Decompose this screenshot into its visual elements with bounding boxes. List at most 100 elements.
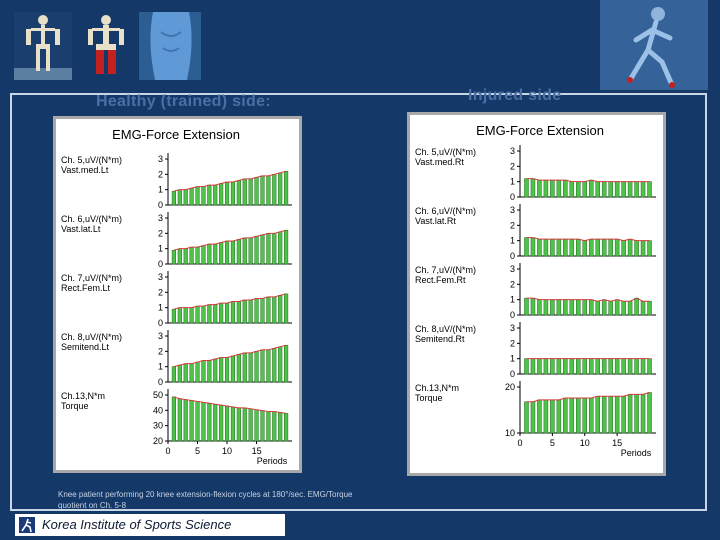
healthy-bar	[260, 349, 265, 383]
healthy-y-tick-label: 3	[158, 331, 163, 341]
healthy-bar	[207, 360, 212, 383]
healthy-bar	[195, 305, 200, 324]
healthy-bar	[224, 405, 230, 442]
injured-bar	[634, 394, 639, 434]
injured-x-axis-label: Periods	[621, 448, 652, 458]
injured-bar	[563, 299, 568, 316]
healthy-bar	[242, 178, 247, 206]
healthy-y-tick-label: 0	[158, 200, 163, 210]
injured-x-tick-label: 15	[612, 438, 622, 448]
healthy-x-tick-label: 10	[222, 446, 232, 456]
injured-bar	[634, 358, 639, 375]
healthy-bar	[219, 357, 224, 383]
injured-bar	[588, 299, 594, 316]
healthy-bar	[183, 307, 188, 324]
healthy-row-label-muscle: Vast.med.Lt	[61, 165, 109, 175]
injured-x-tick-label: 5	[550, 438, 555, 448]
healthy-bar	[254, 351, 259, 383]
healthy-bar	[224, 357, 230, 383]
injured-bar	[608, 238, 613, 257]
healthy-y-tick-label: 1	[158, 362, 163, 372]
injured-bar	[634, 297, 639, 316]
injured-bar	[524, 401, 529, 434]
injured-bar	[634, 240, 639, 257]
runner-icon	[600, 0, 708, 90]
injured-bar	[627, 181, 633, 198]
injured-bar	[588, 397, 594, 434]
injured-bar	[537, 238, 542, 257]
injured-y-tick-label: 3	[510, 146, 515, 156]
healthy-bar	[260, 175, 265, 206]
injured-bar	[621, 300, 626, 316]
injured-bar	[563, 238, 568, 257]
injured-row-label-channel: Ch. 6,uV/(N*m)	[415, 206, 476, 216]
healthy-y-tick-label: 1	[158, 244, 163, 254]
injured-bar	[524, 178, 529, 198]
healthy-row-label-channel: Ch. 7,uV/(N*m)	[61, 273, 122, 283]
emg-force-chart-healthy: EMG-Force Extension Ch. 5,uV/(N*m)Vast.me…	[61, 127, 292, 466]
healthy-bar	[183, 363, 188, 383]
injured-y-tick-label: 1	[510, 177, 515, 187]
injured-bar	[614, 299, 620, 316]
healthy-bar	[171, 190, 176, 206]
injured-bar	[556, 299, 562, 316]
injured-bar	[543, 399, 549, 434]
healthy-y-tick-label: 2	[158, 228, 163, 238]
healthy-bar	[230, 355, 236, 383]
footer-institute-name: Korea Institute of Sports Science	[42, 517, 232, 532]
injured-row-label-muscle: Semitend.Rt	[415, 334, 465, 344]
injured-bar	[563, 358, 568, 375]
injured-y-tick-label: 3	[510, 205, 515, 215]
healthy-bar	[201, 186, 206, 206]
healthy-bar	[254, 409, 259, 442]
healthy-row-label-channel: Ch. 8,uV/(N*m)	[61, 332, 122, 342]
healthy-bar	[236, 354, 241, 383]
injured-bar	[614, 238, 620, 257]
healthy-y-tick-label: 3	[158, 213, 163, 223]
injured-trend-line	[526, 392, 650, 403]
healthy-bar	[284, 293, 289, 324]
healthy-y-tick-label: 40	[153, 405, 163, 415]
injured-row-label-channel: Ch. 8,uV/(N*m)	[415, 324, 476, 334]
healthy-bar	[278, 172, 283, 206]
injured-row-label-muscle: Vast.lat.Rt	[415, 216, 456, 226]
injured-bar	[640, 358, 646, 375]
institute-logo-icon	[19, 517, 35, 533]
healthy-bar	[284, 344, 289, 383]
injured-bar	[582, 397, 588, 434]
healthy-bar	[207, 403, 212, 442]
injured-y-tick-label: 20	[505, 382, 515, 392]
healthy-bar	[195, 246, 200, 265]
healthy-bar	[278, 412, 283, 442]
healthy-bar	[177, 307, 182, 324]
injured-row-label-channel: Ch. 7,uV/(N*m)	[415, 265, 476, 275]
healthy-bar	[254, 177, 259, 206]
healthy-bar	[278, 346, 283, 383]
skeleton-front-icon	[14, 12, 72, 80]
injured-chart-title: EMG-Force Extension	[476, 123, 604, 138]
healthy-bar	[248, 178, 253, 206]
injured-bar	[647, 358, 652, 375]
healthy-bar	[266, 175, 271, 206]
injured-y-tick-label: 3	[510, 323, 515, 333]
injured-bar	[627, 300, 633, 316]
injured-trend-line	[526, 237, 650, 242]
injured-bar	[621, 181, 626, 198]
injured-y-tick-label: 0	[510, 369, 515, 379]
injured-y-tick-label: 10	[505, 428, 515, 438]
healthy-bar	[189, 246, 194, 265]
injured-bar	[595, 300, 600, 316]
healthy-y-tick-label: 2	[158, 346, 163, 356]
injured-bar	[621, 358, 626, 375]
muscle-skeleton-thumbnail	[78, 12, 134, 80]
healthy-bar	[189, 363, 194, 383]
injured-bar	[537, 179, 542, 198]
healthy-bar	[213, 358, 218, 383]
healthy-row-label-muscle: Semitend.Lt	[61, 342, 110, 352]
injured-bar	[543, 238, 549, 257]
healthy-bar	[219, 302, 224, 324]
injured-bar	[550, 179, 555, 198]
injured-bar	[550, 299, 555, 316]
healthy-bar	[230, 240, 236, 265]
healthy-bar	[224, 302, 230, 324]
